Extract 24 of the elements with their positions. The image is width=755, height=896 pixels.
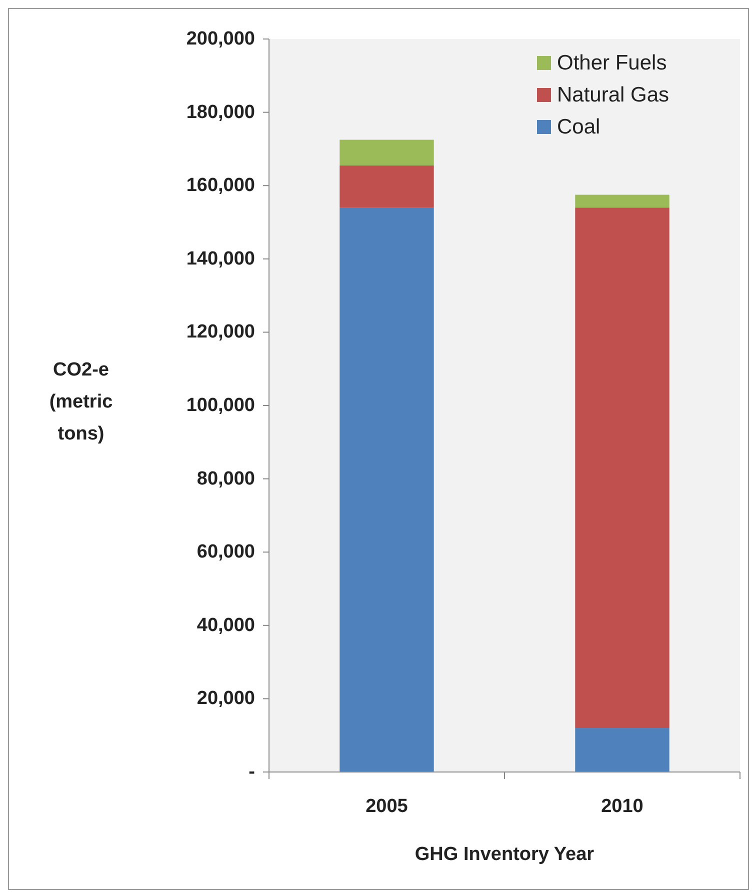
y-tick-label: - <box>248 762 255 782</box>
y-tick-label: 140,000 <box>186 248 255 270</box>
x-tick-label: 2005 <box>366 796 408 817</box>
bar <box>340 208 434 772</box>
y-tick-label: 20,000 <box>196 688 255 710</box>
legend-label: Natural Gas <box>557 84 670 106</box>
y-tick-label: 60,000 <box>196 542 255 563</box>
bar <box>575 728 670 772</box>
x-tick-label: 2010 <box>601 796 644 817</box>
bar <box>340 165 434 208</box>
legend-label: Coal <box>557 116 600 138</box>
y-tick-label: 100,000 <box>186 395 255 416</box>
y-axis-title: CO2-e (metric tons) <box>49 360 114 444</box>
y-tick-label: 200,000 <box>186 28 255 50</box>
legend-label: Other Fuels <box>557 52 667 74</box>
y-tick-label: 80,000 <box>196 468 255 490</box>
y-tick-label: 40,000 <box>196 614 255 636</box>
y-tick-label: 120,000 <box>186 322 255 343</box>
bar <box>340 140 434 166</box>
y-tick-label: 160,000 <box>186 175 255 196</box>
y-tick-label: 180,000 <box>186 102 255 123</box>
bar <box>575 208 670 728</box>
x-axis-title: GHG Inventory Year <box>414 844 595 865</box>
bar <box>575 194 670 208</box>
